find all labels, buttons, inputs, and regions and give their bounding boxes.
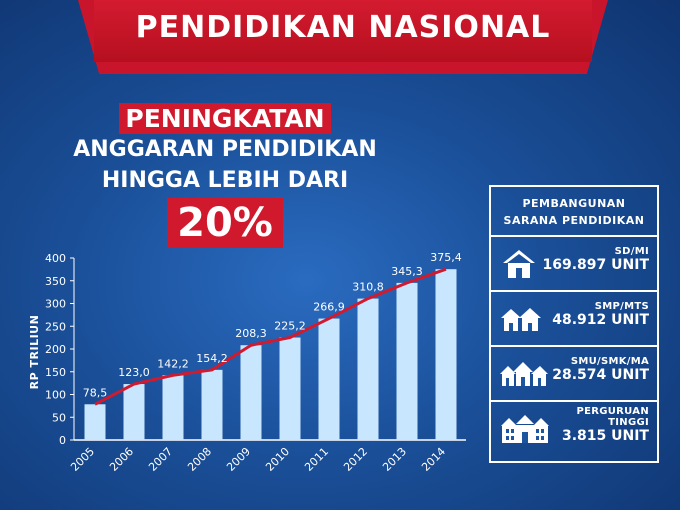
house-icon xyxy=(503,250,535,278)
item-value: 169.897 UNIT xyxy=(542,257,649,273)
item-label-line1: PERGURUAN xyxy=(576,406,649,417)
bar-value-label: 375,4 xyxy=(430,251,462,264)
panel-row-smp: SMP/MTS 48.912 UNIT xyxy=(491,292,657,347)
y-axis-title: RP TRILIUN xyxy=(28,315,41,390)
panel-title-line1: PEMBANGUNAN xyxy=(522,197,626,210)
headline: PENINGKATAN ANGGARAN PENDIDIKAN HINGGA L… xyxy=(40,103,410,248)
bar xyxy=(162,375,184,440)
y-tick-label: 300 xyxy=(45,298,66,311)
university-building-icon xyxy=(501,415,549,443)
bar-value-label: 266,9 xyxy=(313,301,345,314)
y-tick-label: 0 xyxy=(59,434,66,447)
x-tick-label: 2011 xyxy=(302,445,331,474)
bar xyxy=(357,298,379,440)
headline-line1: PENINGKATAN xyxy=(119,103,331,134)
bar xyxy=(318,318,340,440)
x-tick-label: 2010 xyxy=(263,445,292,474)
x-tick-label: 2013 xyxy=(380,445,409,474)
bar xyxy=(84,404,106,440)
bar-value-label: 123,0 xyxy=(118,366,150,379)
headline-line3: HINGGA LEBIH DARI xyxy=(101,168,349,193)
bar xyxy=(435,269,457,440)
x-tick-label: 2005 xyxy=(68,445,97,474)
title-banner: PENDIDIKAN NASIONAL xyxy=(78,0,608,82)
headline-line2: ANGGARAN PENDIDIKAN xyxy=(73,137,377,162)
item-label: SMU/SMK/MA xyxy=(570,356,649,367)
x-tick-label: 2006 xyxy=(107,445,136,474)
facility-panel: PEMBANGUNAN SARANA PENDIDIKAN SD/MI 169.… xyxy=(489,185,659,463)
item-label: SD/MI xyxy=(614,246,649,257)
bar-value-label: 208,3 xyxy=(235,327,267,340)
banner-band xyxy=(94,0,592,62)
bar-value-label: 225,2 xyxy=(274,320,306,333)
bar xyxy=(123,384,145,440)
two-houses-icon xyxy=(501,308,541,331)
x-tick-label: 2009 xyxy=(224,445,253,474)
y-tick-label: 100 xyxy=(45,389,66,402)
y-tick-label: 250 xyxy=(45,320,66,333)
y-tick-label: 50 xyxy=(52,411,66,424)
bar xyxy=(279,337,301,440)
item-value: 28.574 UNIT xyxy=(552,367,649,383)
bar-value-label: 78,5 xyxy=(83,386,108,399)
x-tick-label: 2008 xyxy=(185,445,214,474)
y-tick-label: 150 xyxy=(45,366,66,379)
x-tick-label: 2012 xyxy=(341,445,370,474)
y-tick-label: 350 xyxy=(45,275,66,288)
x-tick-label: 2014 xyxy=(419,445,448,474)
panel-title-line2: SARANA PENDIDIKAN xyxy=(503,214,645,227)
y-tick-label: 400 xyxy=(45,252,66,265)
item-value: 48.912 UNIT xyxy=(552,312,649,328)
item-label-line2: TINGGI xyxy=(608,417,649,428)
bar-value-label: 310,8 xyxy=(352,281,384,294)
panel-title: PEMBANGUNAN SARANA PENDIDIKAN xyxy=(491,187,657,237)
bar-value-label: 142,2 xyxy=(157,357,189,370)
headline-percentage: 20% xyxy=(167,198,283,248)
panel-row-sd: SD/MI 169.897 UNIT xyxy=(491,237,657,292)
bar xyxy=(240,345,262,440)
bar xyxy=(201,369,223,440)
y-tick-label: 200 xyxy=(45,343,66,356)
item-value: 3.815 UNIT xyxy=(561,428,649,444)
panel-row-pt: PERGURUAN TINGGI 3.815 UNIT xyxy=(491,402,657,457)
panel-row-smu: SMU/SMK/MA 28.574 UNIT xyxy=(491,347,657,402)
budget-bar-chart: RP TRILIUN 0 50 100 150 200 250 300 350 400 78,5… xyxy=(28,251,462,474)
banner-title: PENDIDIKAN NASIONAL xyxy=(135,10,551,45)
trend-line xyxy=(94,267,447,406)
bar-value-label: 154,2 xyxy=(196,352,228,365)
bar-value-label: 345,3 xyxy=(391,265,423,278)
x-tick-label: 2007 xyxy=(146,445,175,474)
three-houses-icon xyxy=(500,362,548,386)
bar xyxy=(396,282,418,440)
item-label: SMP/MTS xyxy=(594,301,649,312)
